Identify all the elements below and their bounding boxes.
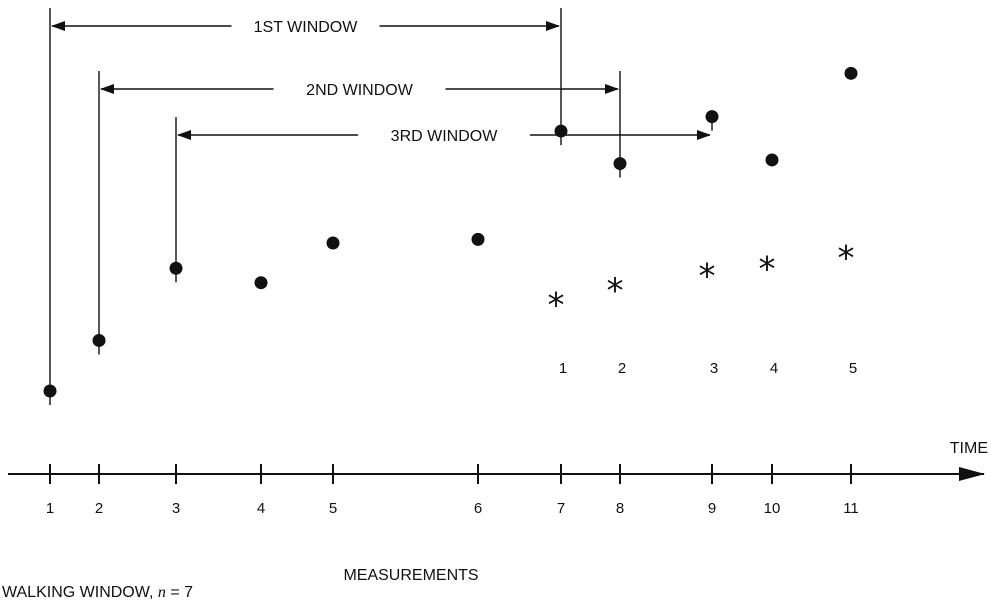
time-axis-tick-label-3: 3 (172, 500, 180, 517)
caption-prefix: WALKING WINDOW, (2, 584, 154, 601)
measurement-point-4 (254, 276, 268, 290)
window-average-label-1: 1 (559, 360, 567, 377)
measurement-point-2 (92, 333, 106, 347)
time-axis-tick-label-7: 7 (557, 500, 565, 517)
windows-group: 1ST WINDOW 2ND WINDOW 3RD WINDOW (49, 8, 713, 405)
measurement-point-8 (613, 157, 627, 171)
time-axis-group: 1 2 3 4 5 6 7 8 9 10 11 TIME (8, 440, 988, 517)
time-axis-label: TIME (950, 440, 988, 457)
window-average-asterisk-1: * (548, 286, 565, 326)
time-axis-tick-label-10: 10 (764, 500, 781, 517)
measurement-point-10 (765, 153, 779, 167)
caption-variable: n (157, 584, 166, 601)
time-axis-tick-label-11: 11 (843, 500, 859, 517)
window-averages-group: * 1 * 2 * 3 * 4 * 5 (548, 239, 858, 377)
window-2-label: 2ND WINDOW (306, 82, 414, 99)
time-axis-tick-label-4: 4 (257, 500, 265, 517)
measurement-point-6 (471, 232, 485, 246)
measurement-point-3 (169, 261, 183, 275)
time-axis-tick-label-5: 5 (329, 500, 337, 517)
window-1-label: 1ST WINDOW (254, 19, 359, 36)
caption-suffix: = 7 (170, 584, 193, 601)
walking-window-caption: WALKING WINDOW, n = 7 (2, 584, 193, 602)
window-average-asterisk-5: * (838, 239, 855, 279)
measurements-label: MEASUREMENTS (343, 567, 478, 584)
window-average-asterisk-2: * (607, 271, 624, 311)
measurement-point-7 (554, 124, 568, 138)
window-average-asterisk-4: * (759, 249, 776, 289)
measurement-point-5 (326, 236, 340, 250)
measurement-point-11 (844, 66, 858, 80)
window-average-label-2: 2 (618, 360, 626, 377)
window-average-label-4: 4 (770, 360, 778, 377)
window-average-label-5: 5 (849, 360, 857, 377)
time-axis-tick-label-1: 1 (46, 500, 54, 517)
window-average-label-3: 3 (710, 360, 718, 377)
time-axis-tick-label-2: 2 (95, 500, 103, 517)
time-axis-tick-label-8: 8 (616, 500, 624, 517)
measurement-point-9 (705, 110, 719, 124)
time-axis-tick-label-9: 9 (708, 500, 716, 517)
measurement-point-1 (43, 384, 57, 398)
window-average-asterisk-3: * (699, 257, 716, 297)
measurement-points-group (43, 66, 858, 398)
time-axis-tick-label-6: 6 (474, 500, 482, 517)
window-3-label: 3RD WINDOW (391, 128, 499, 145)
